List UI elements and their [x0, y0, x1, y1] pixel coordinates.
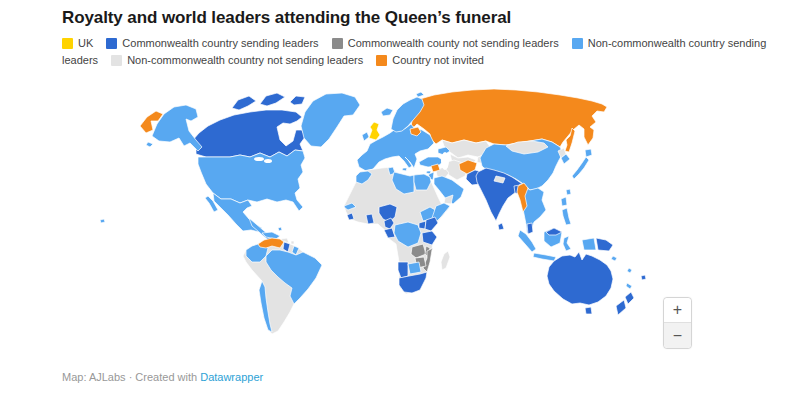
country-malaysia_pen[interactable] — [527, 223, 533, 234]
country-philippines2[interactable] — [562, 208, 571, 225]
country-sulawesi[interactable] — [563, 236, 571, 251]
zoom-in-button[interactable]: + — [664, 298, 691, 323]
country-solomon[interactable] — [611, 256, 617, 261]
country-nz_north[interactable] — [625, 292, 634, 304]
country-canada[interactable] — [192, 110, 305, 157]
country-png[interactable] — [596, 238, 613, 251]
country-vanuatu[interactable] — [627, 268, 632, 273]
country-ireland[interactable] — [362, 132, 369, 141]
country-greenland[interactable] — [301, 93, 360, 147]
country-arctic1[interactable] — [232, 96, 256, 110]
country-uk[interactable] — [369, 122, 380, 140]
country-usa[interactable] — [198, 150, 305, 211]
great-lakes-east — [264, 159, 272, 163]
country-java[interactable] — [533, 253, 556, 261]
country-bahamas[interactable] — [278, 227, 282, 231]
country-botswana[interactable] — [408, 262, 421, 274]
country-japan_main[interactable] — [572, 157, 589, 179]
country-nz_south[interactable] — [616, 300, 626, 315]
country-philippines1[interactable] — [561, 197, 567, 206]
country-arctic3[interactable] — [290, 96, 305, 105]
country-indo_papua[interactable] — [582, 238, 596, 250]
country-new_caledonia[interactable] — [626, 283, 632, 289]
page: Royalty and world leaders attending the … — [0, 0, 800, 400]
datawrapper-link[interactable]: Datawrapper — [200, 371, 263, 383]
country-russia[interactable] — [411, 89, 607, 147]
zoom-out-button[interactable]: − — [664, 323, 691, 348]
great-lakes-west — [254, 157, 264, 161]
zoom-controls: + − — [663, 297, 692, 349]
country-madagascar[interactable] — [441, 251, 450, 270]
attribution: Map: AJLabs · Created with Datawrapper — [62, 371, 263, 383]
country-alaska[interactable] — [152, 105, 202, 151]
country-venezuela[interactable] — [258, 238, 284, 248]
country-japan_hokkaido[interactable] — [585, 149, 592, 157]
country-svalbard[interactable] — [416, 92, 424, 97]
country-taiwan[interactable] — [566, 189, 571, 195]
country-sri_lanka[interactable] — [498, 223, 504, 230]
country-iceland[interactable] — [381, 108, 393, 116]
country-egypt[interactable] — [414, 174, 431, 190]
country-australia[interactable] — [547, 252, 613, 305]
country-puerto_rico[interactable] — [291, 241, 294, 244]
country-arctic2[interactable] — [260, 93, 285, 106]
country-sicily[interactable] — [402, 168, 407, 171]
country-tasmania[interactable] — [585, 307, 592, 314]
country-hawaii[interactable] — [100, 219, 105, 223]
caspian-sea — [441, 152, 449, 170]
country-fiji[interactable] — [641, 275, 646, 280]
attribution-text: Map: AJLabs · Created with — [62, 371, 200, 383]
country-aleutians[interactable] — [146, 142, 153, 147]
